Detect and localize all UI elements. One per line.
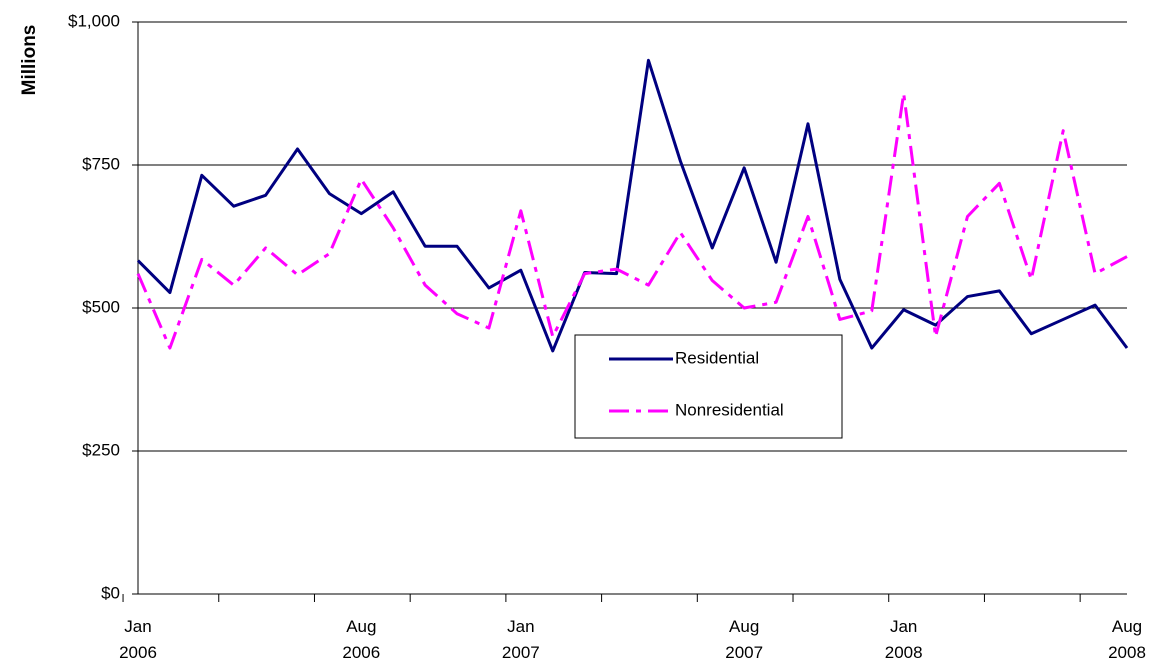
y-tick-label: $0 xyxy=(101,583,120,602)
legend-box xyxy=(574,334,843,439)
x-tick-label: Aug 2008 xyxy=(1108,617,1146,662)
y-axis-label: Millions xyxy=(19,25,40,96)
x-tick-label: Jan 2007 xyxy=(501,617,540,662)
y-tick-label: $500 xyxy=(82,297,120,316)
y-tick-label: $250 xyxy=(82,440,120,459)
y-tick-label: $750 xyxy=(82,154,120,173)
series-line xyxy=(136,92,1128,350)
x-tick-label: Jan 2006 xyxy=(119,617,157,662)
x-tick-label: Aug 2007 xyxy=(725,617,764,662)
y-tick-label: $1,000 xyxy=(68,11,120,30)
legend: Residential Nonresidential xyxy=(574,334,843,439)
x-tick-label: Jan 2008 xyxy=(884,617,923,662)
series-line xyxy=(136,58,1129,353)
legend-label: Residential xyxy=(675,348,759,367)
x-tick-label: Aug 2006 xyxy=(342,617,381,662)
legend-label: Nonresidential xyxy=(675,400,784,419)
